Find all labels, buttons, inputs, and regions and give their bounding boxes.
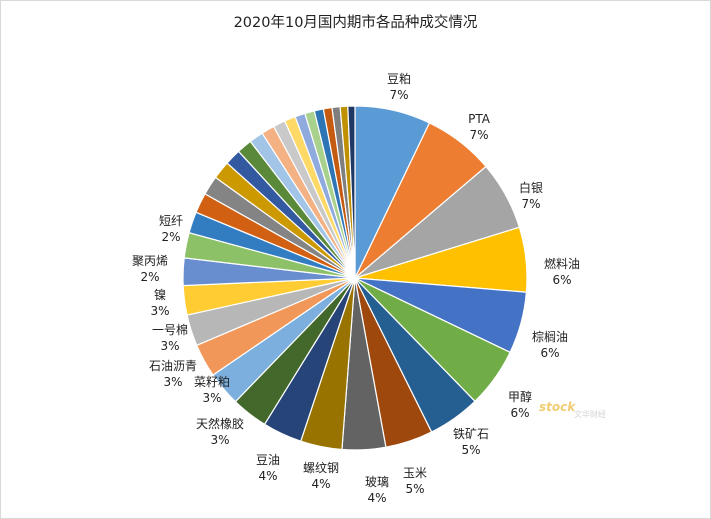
slice-label-name: 铁矿石 [453,427,489,441]
slice-label-name: 玻璃 [365,475,389,489]
pie-labels: 豆粕 7% PTA 7% 白银 7% 燃料油 6% 棕榈油 6% 甲醇 6% 铁矿石 5% 玉米 5% 玻璃 4%… [132,71,580,505]
slice-label-name: 豆油 [256,453,280,467]
slice-label: 豆油 4% [256,453,280,483]
slice-label: PTA 7% [468,112,491,142]
slice-label-name: 燃料油 [544,256,580,271]
slice-label-percent: 2% [140,270,159,284]
pie-slice-minor-17 [347,105,356,279]
slice-label-percent: 2% [161,230,180,244]
watermark-logo: stock 文华财经 [539,400,606,419]
slice-label-name: 一号棉 [152,323,188,337]
slice-label: 豆粕 7% [387,71,411,102]
slice-label-percent: 4% [311,477,330,491]
slice-label: 短纤 2% [159,214,183,244]
slice-label-percent: 4% [258,469,277,483]
slice-label-name: 镍 [154,288,166,302]
slice-label: 玉米 5% [403,466,427,496]
slice-label-name: PTA [468,112,491,126]
slice-label-percent: 7% [389,88,408,102]
slice-label-percent: 3% [160,339,179,353]
chart-title: 2020年10月国内期市各品种成交情况 [233,15,478,31]
slice-label: 燃料油 6% [544,256,580,287]
slice-label-percent: 6% [510,406,529,420]
slice-label-percent: 3% [210,433,229,447]
slice-label: 玻璃 4% [365,475,389,505]
slice-label-percent: 3% [163,375,182,389]
slice-label-percent: 7% [521,197,540,211]
slice-label-percent: 7% [469,128,488,142]
slice-label-percent: 5% [461,443,480,457]
slice-label: 螺纹钢 4% [303,461,339,491]
slice-label-percent: 6% [540,346,559,360]
slice-label: 一号棉 3% [152,323,188,353]
slice-label: 白银 7% [519,180,543,211]
slice-label-name: 甲醇 [508,389,532,404]
pie-slices [182,105,528,451]
watermark-brand: stock [539,400,576,414]
slice-label-percent: 4% [367,491,386,505]
slice-label-percent: 3% [150,304,169,318]
slice-label: 甲醇 6% [508,389,532,420]
slice-label-name: 玉米 [403,466,427,480]
slice-label: 棕榈油 6% [532,329,568,360]
slice-label-name: 聚丙烯 [132,254,168,268]
slice-label: 天然橡胶 3% [196,416,244,447]
slice-label-name: 豆粕 [387,71,411,86]
slice-label-name: 白银 [519,180,543,195]
slice-label: 铁矿石 5% [453,427,489,457]
watermark-subtext: 文华财经 [574,409,606,419]
slice-label: 石油沥青 3% [149,359,197,389]
slice-label-name: 菜籽粕 [194,374,230,389]
slice-label-percent: 5% [405,482,424,496]
slice-label: 镍 3% [150,288,169,318]
slice-label-name: 棕榈油 [532,329,568,344]
slice-label-name: 螺纹钢 [303,461,339,475]
slice-label-percent: 3% [202,391,221,405]
slice-label-name: 天然橡胶 [196,416,244,431]
slice-label: 菜籽粕 3% [194,374,230,405]
slice-label-name: 短纤 [159,214,183,228]
slice-label-percent: 6% [552,273,571,287]
slice-label: 聚丙烯 2% [132,254,168,284]
slice-label-name: 石油沥青 [149,359,197,373]
